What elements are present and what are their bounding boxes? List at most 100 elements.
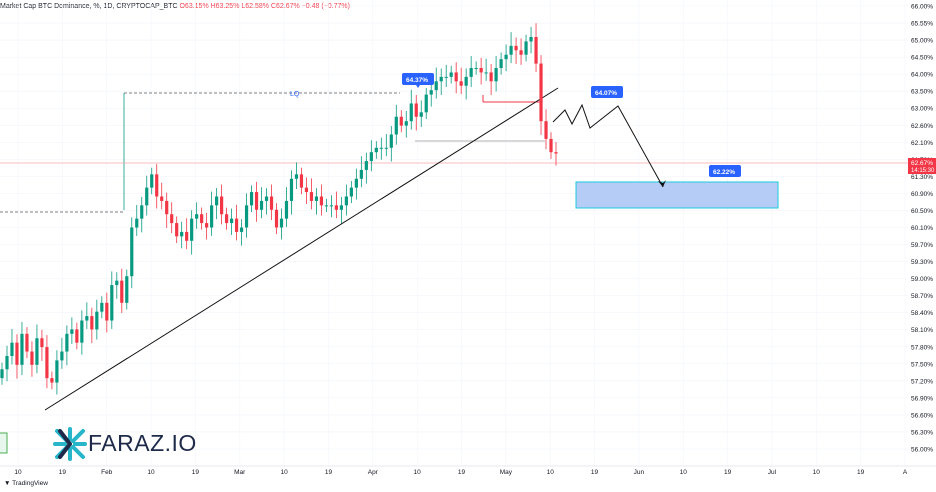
candle-body[interactable]	[424, 94, 428, 113]
candle-body[interactable]	[25, 333, 29, 352]
candle-body[interactable]	[40, 338, 44, 348]
candle-body[interactable]	[534, 37, 538, 64]
candle-body[interactable]	[359, 169, 363, 179]
candle-body[interactable]	[100, 302, 104, 312]
candle-body[interactable]	[284, 200, 289, 219]
candle-body[interactable]	[160, 196, 164, 201]
candle-body[interactable]	[264, 196, 269, 201]
candle-body[interactable]	[429, 90, 433, 95]
candle-body[interactable]	[374, 147, 378, 153]
candle-body[interactable]	[135, 218, 139, 228]
candle-body[interactable]	[439, 76, 443, 82]
price-axis[interactable]: 66.00% 65.55% 65.00% 64.50% 64.00% 63.50% 63.0…	[908, 0, 936, 466]
candle-body[interactable]	[369, 152, 373, 162]
candle-body[interactable]	[185, 231, 189, 241]
candle-body[interactable]	[324, 205, 329, 207]
candle-body[interactable]	[130, 227, 134, 277]
candle-body[interactable]	[454, 72, 458, 82]
time-axis[interactable]: 10 19 Feb 10 19 Mar 10 19 Apr 10 19 May 10 19 Jun 10 19 J…	[0, 465, 936, 476]
candle-body[interactable]	[304, 187, 309, 193]
candle-body[interactable]	[404, 121, 408, 126]
candle-body[interactable]	[50, 378, 54, 383]
candle-body[interactable]	[309, 192, 314, 201]
candle-body[interactable]	[60, 351, 64, 361]
candle-body[interactable]	[269, 196, 274, 210]
candle-body[interactable]	[414, 103, 418, 117]
candle-body[interactable]	[105, 302, 109, 321]
candle-body[interactable]	[155, 174, 159, 197]
candle-body[interactable]	[15, 342, 19, 365]
candle-body[interactable]	[30, 351, 34, 365]
candle-body[interactable]	[190, 218, 194, 241]
candle-body[interactable]	[394, 116, 398, 135]
candle-body[interactable]	[239, 227, 244, 232]
left-green-box[interactable]	[0, 432, 8, 454]
candle-body[interactable]	[115, 280, 119, 286]
candle-body[interactable]	[150, 174, 154, 188]
candle-body[interactable]	[379, 147, 383, 149]
candle-body[interactable]	[509, 45, 513, 55]
candle-body[interactable]	[319, 196, 324, 206]
candle-body[interactable]	[259, 200, 264, 210]
candle-body[interactable]	[344, 196, 348, 206]
candle-body[interactable]	[180, 231, 184, 237]
candle-body[interactable]	[464, 76, 468, 86]
symbol-title[interactable]: Market Cap BTC Dominance, %, 1D, CRYPTOC…	[0, 3, 178, 10]
candle-body[interactable]	[294, 174, 299, 179]
candle-body[interactable]	[145, 187, 149, 206]
projection-high-tag[interactable]: 64.07%	[591, 86, 623, 98]
candle-body[interactable]	[529, 37, 533, 42]
candle-body[interactable]	[329, 205, 334, 207]
candle-body[interactable]	[85, 316, 89, 321]
candle-body[interactable]	[20, 333, 24, 365]
candle-body[interactable]	[339, 205, 343, 210]
tradingview-logo[interactable]: ▼ TradingView	[4, 480, 48, 487]
candle-body[interactable]	[504, 54, 508, 60]
candle-body[interactable]	[514, 45, 518, 51]
candle-body[interactable]	[55, 360, 59, 383]
candle-body[interactable]	[215, 196, 219, 206]
candle-body[interactable]	[449, 72, 453, 77]
candle-body[interactable]	[45, 347, 49, 379]
candle-body[interactable]	[314, 196, 319, 201]
candle-body[interactable]	[175, 223, 179, 237]
candle-body[interactable]	[554, 152, 558, 154]
candle-body[interactable]	[220, 196, 224, 215]
candle-body[interactable]	[419, 112, 423, 117]
candle-body[interactable]	[479, 68, 483, 73]
candle-body[interactable]	[195, 214, 199, 219]
candle-body[interactable]	[254, 192, 259, 210]
candle-body[interactable]	[474, 68, 478, 70]
candle-body[interactable]	[75, 329, 79, 343]
candle-body[interactable]	[5, 355, 9, 370]
candle-body[interactable]	[289, 178, 294, 201]
candle-body[interactable]	[384, 147, 388, 149]
candle-body[interactable]	[399, 116, 403, 126]
candle-body[interactable]	[539, 63, 543, 122]
candle-body[interactable]	[544, 121, 548, 139]
candle-body[interactable]	[0, 369, 4, 379]
candle-body[interactable]	[494, 68, 498, 82]
candle-body[interactable]	[80, 320, 84, 343]
candle-body[interactable]	[95, 311, 99, 330]
candle-body[interactable]	[444, 76, 448, 78]
candle-body[interactable]	[519, 50, 523, 55]
candle-body[interactable]	[140, 205, 144, 219]
candle-body[interactable]	[349, 187, 353, 197]
projection-path[interactable]	[552, 103, 664, 188]
candle-body[interactable]	[249, 192, 254, 206]
candle-body[interactable]	[459, 81, 463, 86]
candle-body[interactable]	[524, 41, 528, 55]
candle-body[interactable]	[125, 276, 129, 303]
candle-body[interactable]	[389, 134, 393, 148]
candle-body[interactable]	[334, 205, 338, 210]
candle-body[interactable]	[200, 214, 204, 224]
candle-body[interactable]	[274, 209, 279, 228]
candle-body[interactable]	[120, 280, 124, 303]
candle-body[interactable]	[489, 72, 493, 82]
lq-price-tag[interactable]: 64.37%	[402, 73, 434, 88]
candle-body[interactable]	[409, 103, 413, 122]
candle-body[interactable]	[469, 68, 473, 77]
target-zone-tag[interactable]: 62.22%	[709, 165, 741, 177]
